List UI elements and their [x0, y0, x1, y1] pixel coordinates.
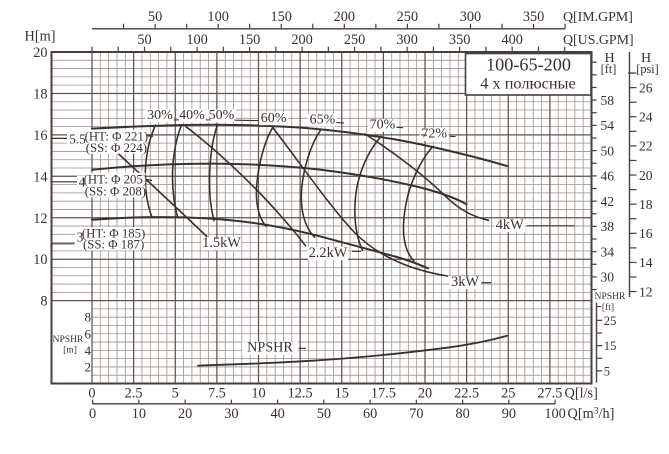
svg-text:22: 22 [639, 139, 653, 154]
svg-text:5.5: 5.5 [69, 132, 86, 147]
svg-text:14: 14 [33, 169, 47, 185]
svg-text:22.5: 22.5 [454, 386, 479, 402]
svg-text:4: 4 [85, 343, 92, 358]
svg-text:70%: 70% [370, 118, 396, 133]
svg-text:20: 20 [33, 45, 47, 61]
svg-text:42: 42 [601, 194, 615, 209]
svg-text:350: 350 [449, 32, 470, 48]
svg-text:Q[l/s]: Q[l/s] [565, 386, 598, 402]
svg-text:2.2kW: 2.2kW [309, 245, 348, 261]
svg-text:72%: 72% [421, 127, 447, 142]
svg-text:8: 8 [85, 310, 92, 325]
svg-text:[psi]: [psi] [636, 62, 659, 76]
svg-text:25: 25 [604, 314, 617, 328]
svg-text:NPSHR: NPSHR [247, 340, 293, 356]
svg-text:1.5kW: 1.5kW [202, 235, 241, 251]
svg-text:20: 20 [418, 386, 432, 402]
svg-text:40%: 40% [179, 108, 205, 123]
svg-text:2.5: 2.5 [125, 386, 143, 402]
svg-text:50%: 50% [209, 108, 235, 123]
svg-text:26: 26 [639, 80, 653, 95]
svg-text:18: 18 [33, 86, 47, 102]
svg-text:200: 200 [334, 9, 355, 25]
svg-text:46: 46 [601, 169, 615, 184]
svg-text:150: 150 [271, 9, 292, 25]
svg-text:200: 200 [291, 32, 312, 48]
svg-text:12: 12 [639, 284, 653, 299]
svg-text:14: 14 [639, 255, 653, 270]
svg-text:5: 5 [172, 386, 179, 402]
svg-text:12: 12 [33, 211, 47, 227]
svg-text:40: 40 [270, 406, 284, 422]
svg-text:350: 350 [523, 9, 544, 25]
svg-text:90: 90 [502, 406, 516, 422]
svg-text:60: 60 [363, 406, 377, 422]
svg-text:12.5: 12.5 [288, 386, 313, 402]
svg-text:Q[US.GPM]: Q[US.GPM] [563, 33, 634, 48]
svg-text:4 х полюсные: 4 х полюсные [480, 73, 575, 92]
svg-text:(SS: Φ 208): (SS: Φ 208) [85, 185, 146, 199]
svg-text:0: 0 [89, 406, 96, 422]
svg-text:NPSHR: NPSHR [53, 334, 85, 345]
svg-text:100: 100 [186, 32, 207, 48]
svg-text:10: 10 [33, 252, 47, 268]
svg-text:27.5: 27.5 [537, 386, 562, 402]
svg-text:400: 400 [501, 32, 522, 48]
svg-text:30: 30 [601, 270, 615, 285]
svg-text:25: 25 [501, 386, 515, 402]
svg-text:5: 5 [604, 364, 610, 378]
svg-text:4kW: 4kW [496, 217, 524, 233]
svg-text:(SS: Φ 187): (SS: Φ 187) [83, 238, 144, 252]
svg-text:24: 24 [639, 110, 653, 125]
svg-text:65%: 65% [310, 112, 336, 127]
svg-text:Q[m3/h]: Q[m3/h] [568, 406, 615, 422]
svg-text:18: 18 [639, 197, 653, 212]
svg-text:NPSHR: NPSHR [595, 291, 627, 302]
svg-text:54: 54 [601, 118, 615, 133]
svg-text:100-65-200: 100-65-200 [486, 55, 571, 75]
svg-text:20: 20 [178, 406, 192, 422]
svg-text:6: 6 [85, 326, 92, 341]
svg-text:50: 50 [137, 32, 151, 48]
svg-text:250: 250 [397, 9, 418, 25]
svg-text:58: 58 [601, 93, 615, 108]
svg-text:(SS: Φ 224): (SS: Φ 224) [86, 141, 147, 155]
svg-text:150: 150 [239, 32, 260, 48]
svg-text:Q[IM.GPM]: Q[IM.GPM] [563, 10, 633, 25]
svg-text:2: 2 [85, 359, 92, 374]
svg-text:38: 38 [601, 219, 615, 234]
svg-text:8: 8 [40, 294, 47, 310]
svg-text:100: 100 [207, 9, 228, 25]
svg-text:15: 15 [604, 339, 617, 353]
svg-text:7.5: 7.5 [208, 386, 226, 402]
svg-text:20: 20 [639, 168, 653, 183]
svg-text:16: 16 [33, 128, 47, 144]
svg-text:15: 15 [335, 386, 349, 402]
svg-text:250: 250 [344, 32, 365, 48]
svg-text:50: 50 [601, 143, 615, 158]
svg-text:17.5: 17.5 [371, 386, 396, 402]
svg-text:3kW: 3kW [451, 274, 479, 290]
svg-text:50: 50 [317, 406, 331, 422]
svg-text:30%: 30% [147, 108, 173, 123]
svg-text:300: 300 [396, 32, 417, 48]
svg-text:[ft]: [ft] [601, 62, 617, 76]
svg-text:30: 30 [224, 406, 238, 422]
svg-text:60%: 60% [261, 111, 287, 126]
svg-text:H[m]: H[m] [25, 29, 56, 45]
svg-text:[m]: [m] [63, 345, 77, 356]
svg-text:10: 10 [251, 386, 265, 402]
svg-text:[ft]: [ft] [602, 302, 614, 313]
svg-text:100: 100 [544, 406, 565, 422]
svg-text:34: 34 [601, 244, 615, 259]
svg-text:70: 70 [409, 406, 423, 422]
svg-text:16: 16 [639, 226, 653, 241]
svg-text:0: 0 [88, 386, 95, 402]
svg-text:80: 80 [455, 406, 469, 422]
svg-text:50: 50 [148, 9, 162, 25]
svg-text:10: 10 [132, 406, 146, 422]
svg-text:300: 300 [460, 9, 481, 25]
